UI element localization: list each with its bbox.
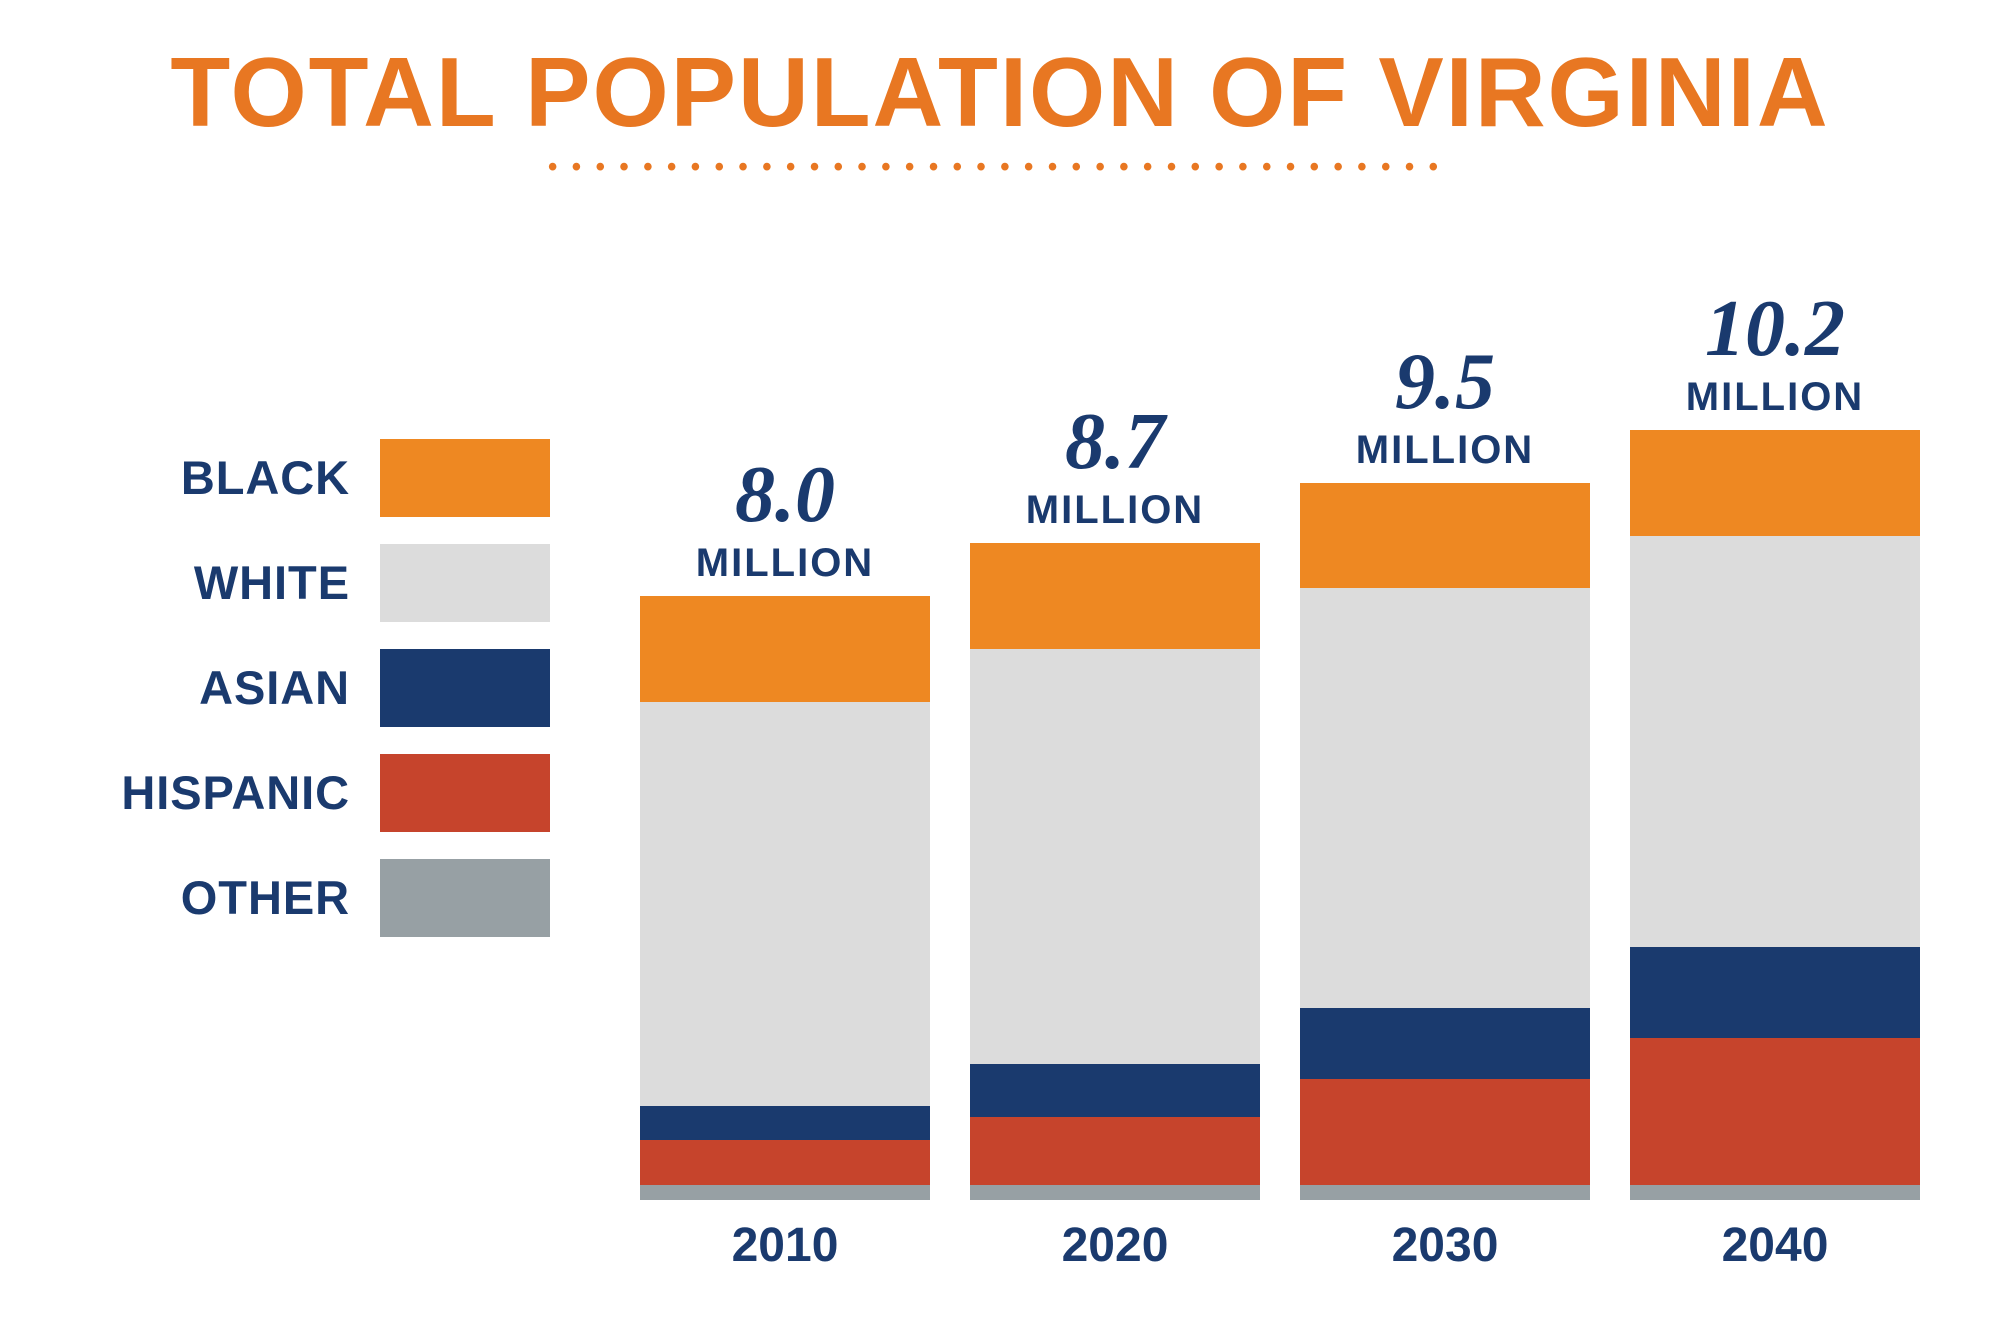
bar-segment-asian [640, 1106, 930, 1140]
bar-segment-white [1630, 536, 1920, 947]
bar-column: 9.5 MILLION 2030 [1300, 342, 1590, 1273]
bar-segment-white [640, 702, 930, 1106]
legend-item: OTHER [80, 845, 550, 950]
bar-stack [1630, 430, 1920, 1200]
chart-title: TOTAL POPULATION OF VIRGINIA [0, 36, 2000, 149]
bar-segment-white [1300, 588, 1590, 1007]
legend-label: WHITE [194, 555, 350, 610]
bar-total-unit: MILLION [1026, 488, 1204, 533]
bar-column: 8.0 MILLION 2010 [640, 455, 930, 1273]
bar-segment-hispanic [1300, 1079, 1590, 1185]
legend-swatch [380, 439, 550, 517]
bar-segment-black [970, 543, 1260, 649]
title-dotted-rule: •••••••••••••••••••••••••••••••••••••• [0, 152, 2000, 184]
bar-segment-other [970, 1185, 1260, 1200]
bar-segment-hispanic [1630, 1038, 1920, 1185]
legend-item: BLACK [80, 425, 550, 530]
legend-swatch [380, 859, 550, 937]
bar-total-unit: MILLION [696, 541, 874, 586]
bar-segment-other [1630, 1185, 1920, 1200]
bar-year-label: 2030 [1392, 1218, 1499, 1273]
bar-segment-asian [1300, 1008, 1590, 1080]
bar-segment-white [970, 649, 1260, 1064]
bar-year-label: 2020 [1062, 1218, 1169, 1273]
bar-total-value: 9.5 [1395, 342, 1495, 422]
legend: BLACK WHITE ASIAN HISPANIC OTHER [80, 425, 550, 950]
legend-item: ASIAN [80, 635, 550, 740]
bar-segment-black [1300, 483, 1590, 589]
bar-year-label: 2040 [1722, 1218, 1829, 1273]
bar-column: 10.2 MILLION 2040 [1630, 289, 1920, 1273]
bar-segment-asian [1630, 947, 1920, 1038]
bar-segment-asian [970, 1064, 1260, 1117]
bar-total-unit: MILLION [1356, 428, 1534, 473]
legend-label: ASIAN [199, 660, 350, 715]
bar-total-value: 10.2 [1705, 289, 1845, 369]
bar-segment-black [1630, 430, 1920, 536]
legend-swatch [380, 754, 550, 832]
legend-label: BLACK [181, 450, 350, 505]
bar-total-unit: MILLION [1686, 375, 1864, 420]
bar-column: 8.7 MILLION 2020 [970, 402, 1260, 1273]
bar-stack [1300, 483, 1590, 1200]
bar-total-value: 8.0 [735, 455, 835, 535]
legend-swatch [380, 544, 550, 622]
legend-item: HISPANIC [80, 740, 550, 845]
bar-stack [970, 543, 1260, 1200]
bar-segment-other [640, 1185, 930, 1200]
legend-swatch [380, 649, 550, 727]
bar-segment-other [1300, 1185, 1590, 1200]
legend-item: WHITE [80, 530, 550, 635]
bar-segment-black [640, 596, 930, 702]
bar-stack [640, 596, 930, 1200]
bar-segment-hispanic [970, 1117, 1260, 1185]
bar-year-label: 2010 [732, 1218, 839, 1273]
legend-label: HISPANIC [121, 765, 350, 820]
stacked-bar-chart: 8.0 MILLION 2010 8.7 MILLION 2020 9.5 MILLION 20… [640, 289, 1920, 1273]
legend-label: OTHER [181, 870, 350, 925]
bar-total-value: 8.7 [1065, 402, 1165, 482]
bar-segment-hispanic [640, 1140, 930, 1185]
